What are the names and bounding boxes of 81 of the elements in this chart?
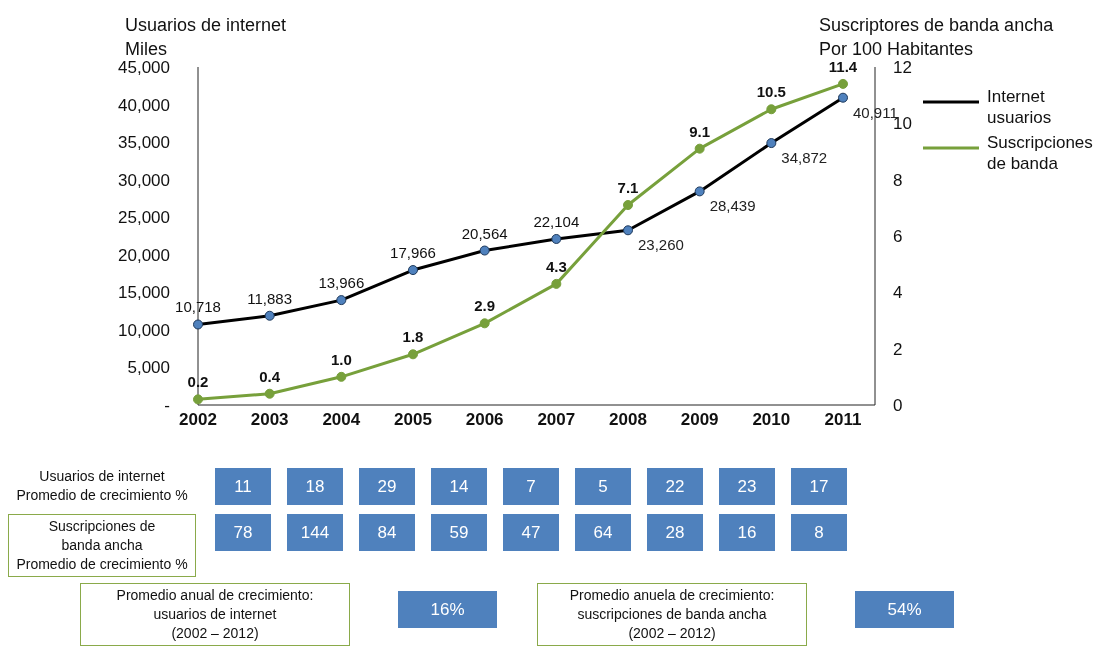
text: 17 [791,468,847,505]
y-tick-label: - [164,396,170,416]
text: 22 [647,468,703,505]
text: Promedio anuela de crecimiento: suscripciones de banda ancha (2002 – 2012) [537,583,807,646]
text: 144 [287,514,343,551]
data-label: 28,439 [709,197,756,215]
y-tick-label: 15,000 [118,283,170,303]
data-label: 0.2 [187,373,209,391]
text: 11 [215,468,271,505]
data-label: 9.1 [689,122,711,140]
x-tick-label: 2011 [824,410,862,430]
x-tick-label: 2006 [465,410,504,430]
text: Usuarios de internet Promedio de crecimiento % [15,467,189,505]
legend-label: Suscripciones de banda [987,132,1094,174]
data-label: 1.8 [402,328,424,346]
text: 59 [431,514,487,551]
text: 47 [503,514,559,551]
point [408,349,418,360]
data-label: 13,966 [318,274,365,292]
text: Suscripciones de banda ancha Promedio de crecimiento % [8,514,196,577]
point [838,78,848,89]
data-label: 22,104 [533,212,580,230]
x-tick-label: 2005 [394,410,432,430]
point [623,200,633,211]
x-tick-label: 2002 [179,410,217,430]
text: 5 [575,468,631,505]
y-tick-label: 35,000 [118,133,170,153]
y-tick-label: 30,000 [118,170,170,190]
y-tick-label: 25,000 [118,208,170,228]
point [694,143,705,154]
y-tick-label: 45,000 [118,58,170,78]
y2-tick-label: 6 [893,227,903,247]
text: 18 [287,468,343,505]
text: 64 [575,514,631,551]
text: 14 [431,468,487,505]
data-label: 4.3 [545,257,567,275]
text: 28 [647,514,703,551]
data-label: 20,564 [461,224,508,242]
text: 7 [503,468,559,505]
y2-tick-label: 12 [893,58,912,78]
data-label: 17,966 [390,244,436,262]
y2-tick-label: 2 [893,339,903,359]
legend-label: Internet usuarios [987,86,1053,128]
y2-tick-label: 0 [893,396,903,416]
point [336,371,347,382]
text: 8 [791,514,847,551]
y2-tick-label: 8 [893,170,903,190]
y2-tick-label: 4 [893,283,903,303]
x-tick-label: 2010 [752,410,791,430]
point [551,278,562,289]
data-label: 7.1 [617,179,639,197]
text: 84 [359,514,415,551]
text: 29 [359,468,415,505]
text: 23 [719,468,775,505]
text: Promedio anual de crecimiento: usuarios de internet (2002 – 2012) [80,583,350,646]
data-label: 10,718 [175,298,221,316]
y-axis-title: Usuarios de internet Miles [125,14,287,61]
data-label: 2.9 [474,297,496,315]
data-label: 10.5 [756,83,786,101]
point [479,318,490,329]
x-tick-label: 2003 [250,410,289,430]
x-tick-label: 2009 [680,410,719,430]
point [193,394,203,405]
data-label: 34,872 [781,149,828,167]
data-label: 23,260 [638,236,684,254]
x-tick-label: 2008 [609,410,647,430]
data-label: 1.0 [330,350,352,368]
text: 54% [855,591,954,628]
point [766,104,777,115]
y-tick-label: 20,000 [118,245,170,265]
data-label: 11,883 [247,289,293,307]
data-label: 0.4 [259,367,281,385]
y-tick-label: 10,000 [118,320,170,340]
x-tick-label: 2007 [537,410,576,430]
x-tick-label: 2004 [322,410,361,430]
text: 16 [719,514,775,551]
y-tick-label: 40,000 [118,95,170,115]
text: 78 [215,514,271,551]
point [264,388,275,399]
y-tick-label: 5,000 [127,358,170,378]
text: 16% [398,591,497,628]
